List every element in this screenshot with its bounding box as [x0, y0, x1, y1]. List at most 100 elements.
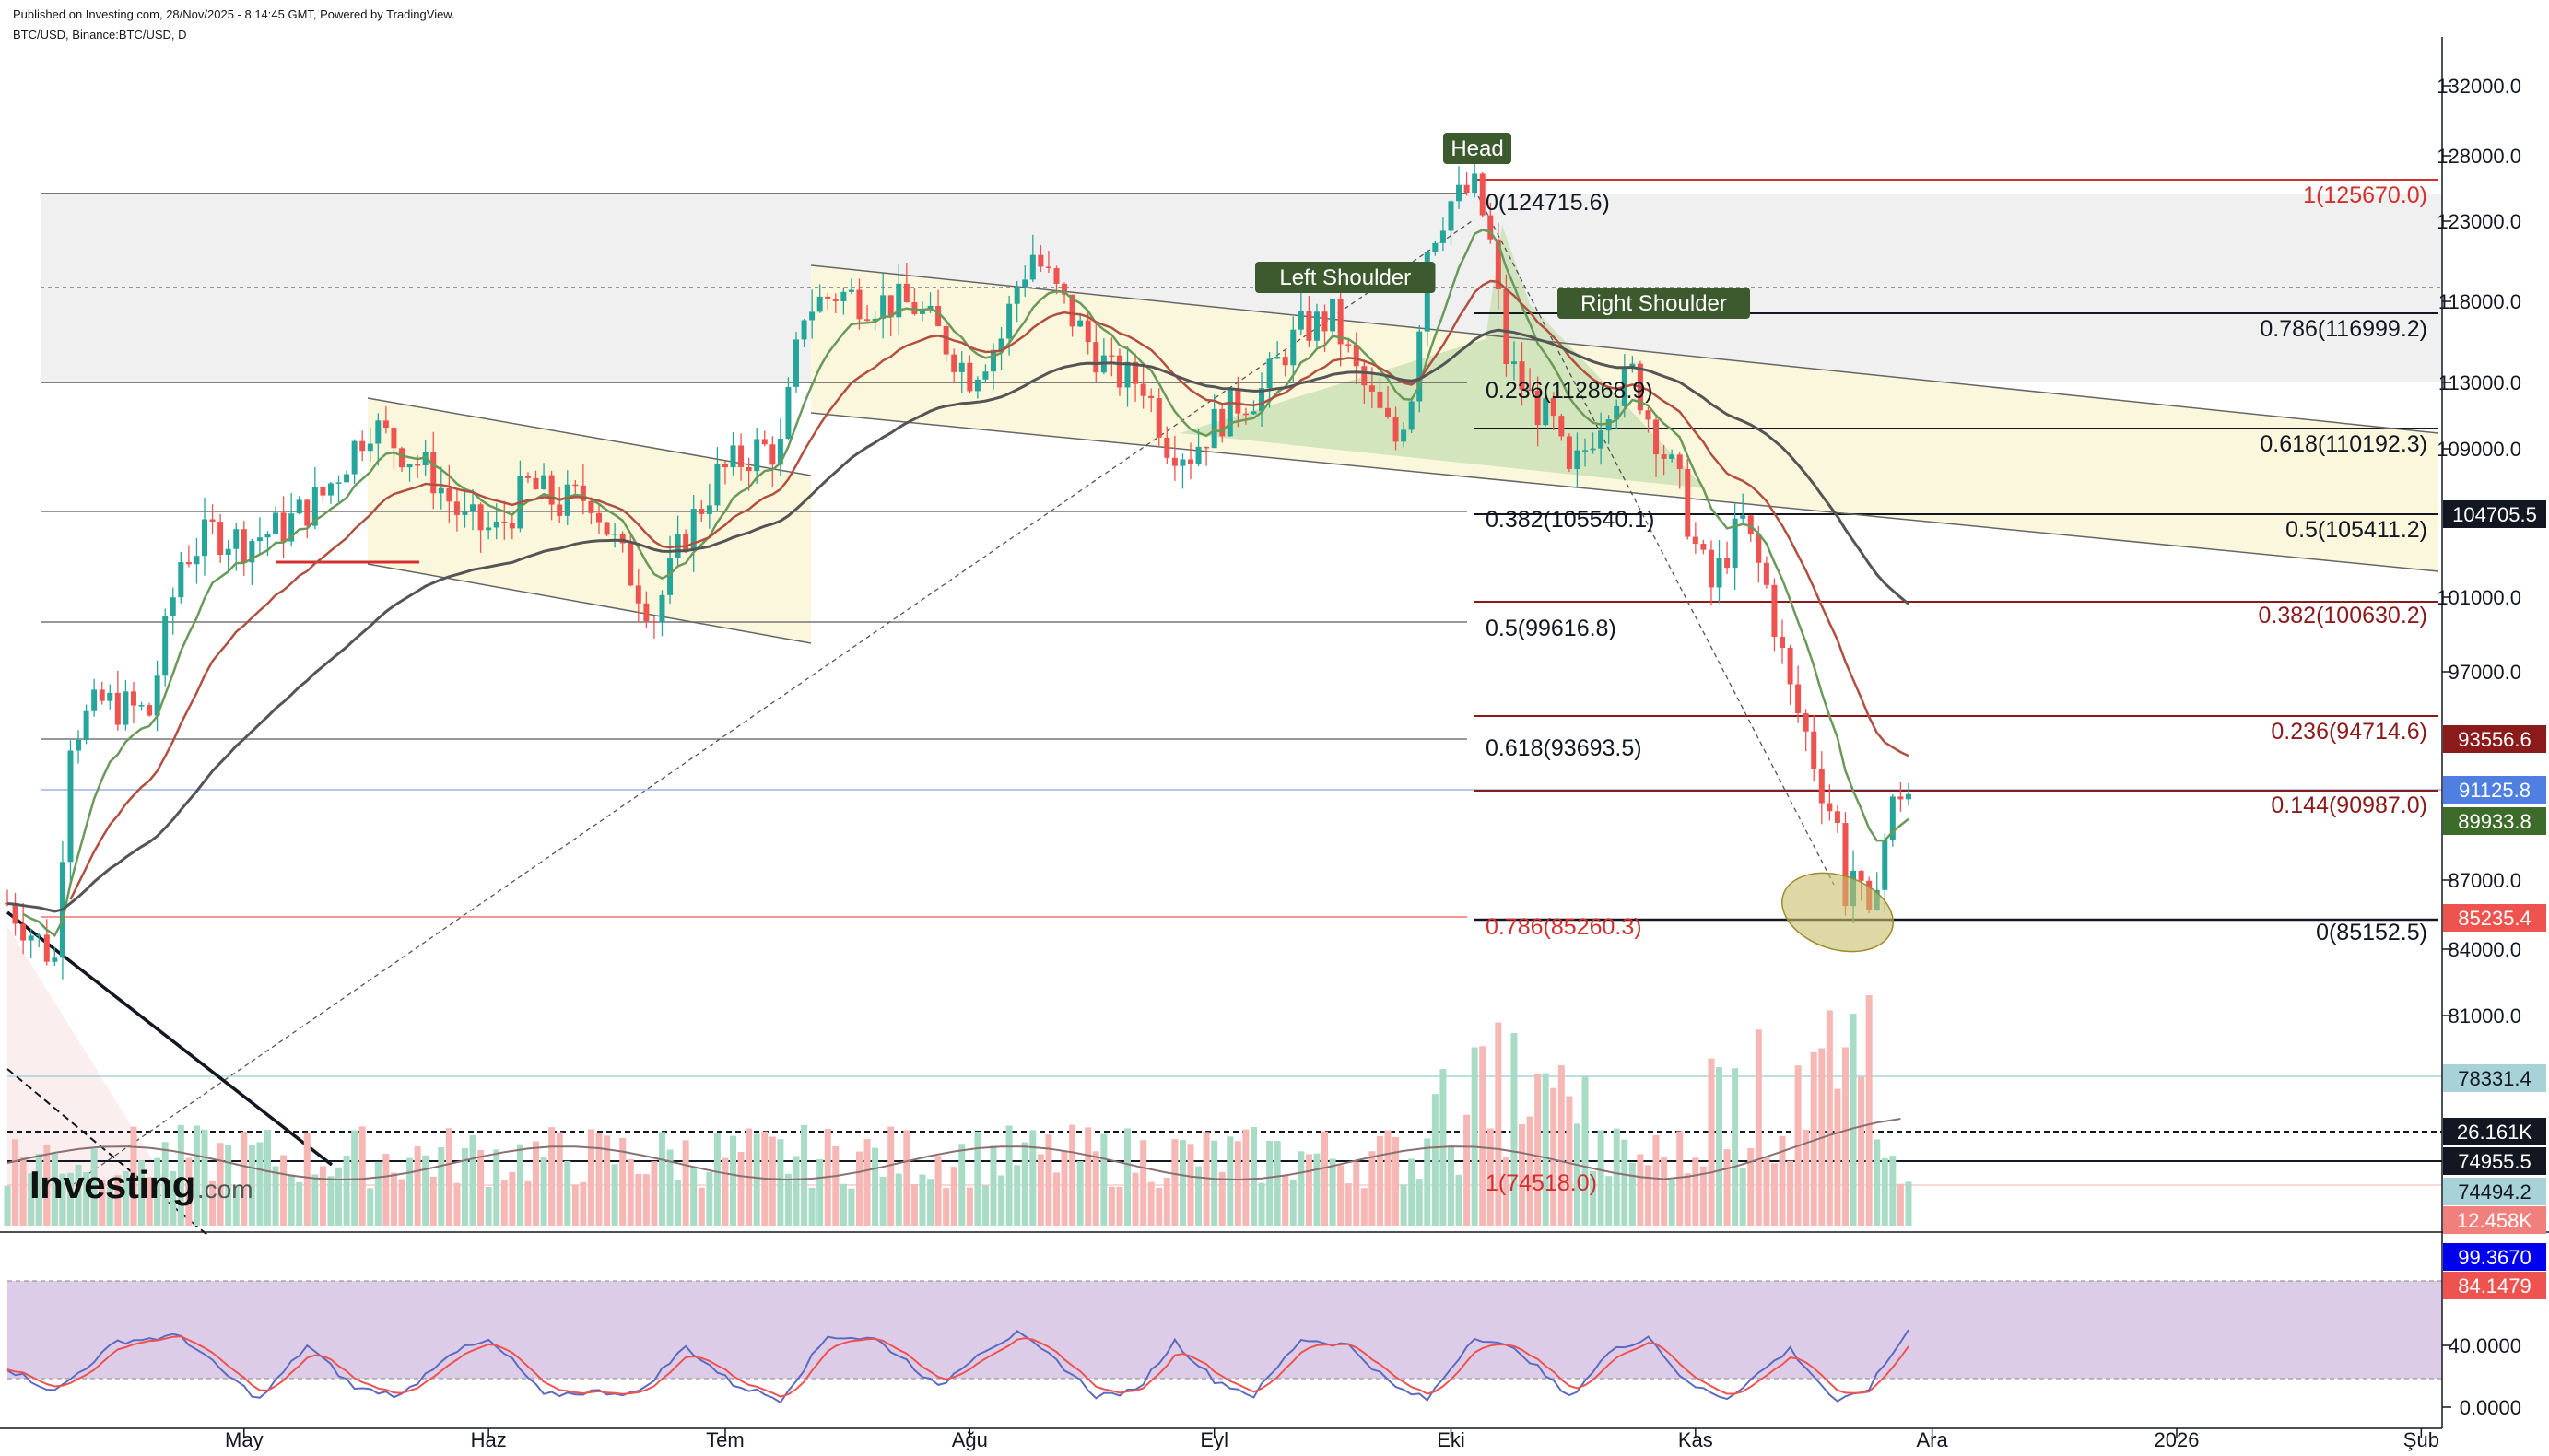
volume-bar: [1826, 1010, 1833, 1226]
volume-bar: [161, 1142, 169, 1226]
candle-body: [36, 934, 42, 936]
volume-bar: [1810, 1051, 1817, 1226]
volume-bar: [1858, 1076, 1865, 1226]
volume-bar: [1140, 1140, 1147, 1226]
candle-body: [509, 523, 515, 529]
volume-bar: [1573, 1123, 1580, 1226]
price-tick-label: 118000.0: [2438, 290, 2521, 313]
volume-bar: [1227, 1136, 1234, 1226]
volume-bar: [1298, 1151, 1305, 1226]
volume-bar: [1621, 1139, 1628, 1226]
volume-bar: [990, 1145, 997, 1226]
candle-body: [67, 750, 74, 863]
candle-body: [264, 534, 271, 538]
time-tick-label: Eki: [1437, 1428, 1465, 1451]
candle-body: [1274, 357, 1281, 359]
volume-label-bg: [2443, 1178, 2546, 1205]
candle-body: [1510, 361, 1517, 365]
candle-body: [896, 283, 902, 318]
stoch-k-line: [6, 1329, 1909, 1404]
volume-bar: [816, 1158, 824, 1226]
volume-bar: [927, 1179, 934, 1226]
candle-body: [288, 513, 295, 542]
volume-bar: [422, 1155, 429, 1226]
volume-bar: [193, 1125, 200, 1226]
candle-body: [832, 299, 839, 301]
candle-body: [659, 594, 665, 623]
volume-bar: [1486, 1128, 1494, 1226]
candle-body: [225, 548, 231, 556]
volume-bar: [627, 1158, 634, 1226]
volume-bar: [288, 1174, 295, 1226]
candle-body: [99, 689, 105, 701]
volume-bar: [1156, 1187, 1163, 1226]
volume-bar: [1069, 1124, 1076, 1226]
volume-label: 74494.2: [2458, 1180, 2531, 1204]
volume-bar: [154, 1157, 161, 1226]
candle-body: [769, 444, 776, 465]
candle-body: [241, 529, 247, 563]
candle-body: [1763, 562, 1769, 585]
candle-body: [1416, 331, 1423, 402]
fib-right-label: 1(125670.0): [2303, 182, 2427, 208]
candle-body: [217, 522, 224, 556]
volume-bar: [1534, 1074, 1542, 1226]
volume-bar: [1699, 1166, 1707, 1226]
volume-label: 74955.5: [2458, 1150, 2531, 1173]
candle-body: [185, 561, 192, 565]
volume-bar: [1345, 1183, 1352, 1226]
candle-body: [1834, 811, 1840, 824]
volume-bar: [848, 1188, 855, 1226]
candle-body: [1077, 320, 1084, 327]
candle-body: [572, 484, 579, 487]
volume-bar: [209, 1180, 217, 1226]
candle-body: [793, 339, 799, 387]
time-tick-label: May: [225, 1428, 264, 1451]
volume-bar: [533, 1141, 540, 1226]
candle-body: [501, 521, 508, 523]
candle-body: [76, 739, 82, 751]
candle-body: [296, 499, 302, 514]
candle-body: [162, 616, 169, 676]
volume-bar: [1479, 1046, 1486, 1226]
volume-bar: [981, 1185, 989, 1226]
candle-body: [935, 305, 942, 327]
candle-body: [446, 487, 452, 502]
volume-bar: [477, 1149, 485, 1226]
candle-body: [628, 543, 634, 586]
candle-body: [1456, 184, 1462, 202]
candle-body: [746, 466, 752, 472]
candle-body: [1685, 468, 1691, 537]
candle-body: [604, 522, 610, 535]
candle-body: [154, 675, 160, 716]
fib-right-label: 0.618(110192.3): [2260, 431, 2427, 457]
volume-bar: [1747, 1147, 1755, 1226]
ema-short: [22, 229, 1909, 938]
volume-bar: [319, 1166, 326, 1226]
price-label: 93556.6: [2458, 728, 2531, 751]
candle-body: [809, 311, 816, 321]
volume-bar: [1005, 1125, 1013, 1226]
volume-bar: [604, 1135, 611, 1226]
candle-body: [273, 512, 279, 534]
candle-body: [43, 934, 50, 962]
candle-body: [1472, 173, 1478, 194]
price-tick-label: 109000.0: [2437, 438, 2521, 461]
candle-body: [943, 326, 949, 355]
time-tick-label: 2026: [2155, 1428, 2200, 1451]
candle-body: [1116, 355, 1122, 388]
candle-body: [1740, 515, 1746, 519]
candle-body: [564, 484, 570, 516]
left-shoulder-label: Left Shoulder: [1279, 265, 1411, 290]
volume-bar: [1289, 1179, 1297, 1226]
volume-bar: [1021, 1142, 1028, 1226]
volume-bar: [777, 1139, 784, 1226]
candle-body: [1093, 342, 1099, 373]
volume-bar: [1652, 1134, 1660, 1226]
candle-body: [1368, 385, 1375, 392]
stoch-band: [7, 1281, 2442, 1379]
volume-histogram: [4, 995, 1912, 1226]
volume-bar: [19, 1157, 27, 1226]
volume-bar: [138, 1160, 146, 1226]
